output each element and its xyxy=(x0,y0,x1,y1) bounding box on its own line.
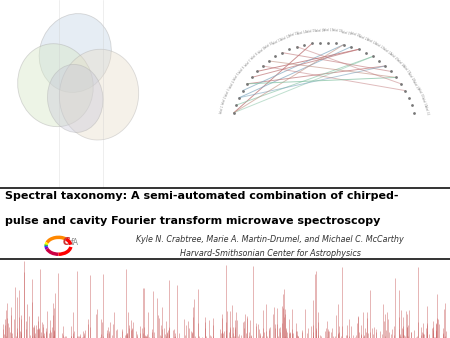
Text: label 4: label 4 xyxy=(229,80,236,89)
Text: label 28: label 28 xyxy=(406,72,416,82)
Text: label 3: label 3 xyxy=(225,88,232,97)
Text: fA: fA xyxy=(71,238,79,247)
Point xyxy=(376,58,383,64)
Text: label 24: label 24 xyxy=(381,46,392,56)
Text: label 15: label 15 xyxy=(306,28,316,34)
Text: label 22: label 22 xyxy=(366,38,377,46)
Point xyxy=(405,95,412,100)
Point xyxy=(369,54,376,59)
Text: label 5: label 5 xyxy=(233,72,241,81)
Point xyxy=(230,110,238,116)
Point xyxy=(340,42,347,47)
Point xyxy=(362,50,369,55)
Text: Kyle N. Crabtree, Marie A. Martin-Drumel, and Michael C. McCarthy: Kyle N. Crabtree, Marie A. Martin-Drumel… xyxy=(136,235,404,244)
Point xyxy=(243,81,251,87)
Text: label 18: label 18 xyxy=(332,28,342,34)
Point xyxy=(393,75,400,80)
Text: label 19: label 19 xyxy=(341,30,351,36)
Text: label 9: label 9 xyxy=(257,47,266,55)
Text: label 32: label 32 xyxy=(423,104,429,115)
Ellipse shape xyxy=(18,44,93,127)
Text: label 11: label 11 xyxy=(271,38,282,46)
Text: label 6: label 6 xyxy=(238,65,247,74)
Text: Spectral taxonomy: A semi-automated combination of chirped-: Spectral taxonomy: A semi-automated comb… xyxy=(5,191,399,201)
Text: label 7: label 7 xyxy=(244,58,252,67)
Point xyxy=(347,44,355,49)
Point xyxy=(272,54,279,59)
Point xyxy=(279,50,286,55)
Point xyxy=(408,102,415,108)
Point xyxy=(233,102,240,108)
Ellipse shape xyxy=(47,65,103,132)
Text: pulse and cavity Fourier transform microwave spectroscopy: pulse and cavity Fourier transform micro… xyxy=(5,216,381,226)
Point xyxy=(410,110,418,116)
Point xyxy=(332,41,339,46)
Point xyxy=(401,88,409,93)
Text: label 16: label 16 xyxy=(315,28,324,32)
Text: label 1: label 1 xyxy=(219,105,225,114)
Point xyxy=(309,41,316,46)
Text: label 2: label 2 xyxy=(221,96,228,105)
Text: label 25: label 25 xyxy=(388,52,399,62)
Text: label 13: label 13 xyxy=(288,31,299,38)
Text: label 26: label 26 xyxy=(395,58,405,68)
Text: Harvard-Smithsonian Center for Astrophysics: Harvard-Smithsonian Center for Astrophys… xyxy=(180,249,360,258)
Text: label 14: label 14 xyxy=(297,30,307,36)
Point xyxy=(239,88,247,93)
Point xyxy=(397,81,405,87)
Text: label 12: label 12 xyxy=(279,34,290,42)
Point xyxy=(265,58,272,64)
Text: label 10: label 10 xyxy=(264,42,274,50)
Text: label 23: label 23 xyxy=(374,42,384,50)
Text: label 30: label 30 xyxy=(416,87,424,98)
Text: label 29: label 29 xyxy=(412,79,420,90)
Point xyxy=(355,47,362,52)
Text: label 21: label 21 xyxy=(358,34,369,42)
Ellipse shape xyxy=(59,49,139,140)
Text: label 31: label 31 xyxy=(419,96,427,106)
Point xyxy=(301,42,308,47)
Text: label 27: label 27 xyxy=(401,65,410,75)
Point xyxy=(259,63,266,69)
Point xyxy=(248,75,255,80)
Text: C: C xyxy=(63,237,70,247)
Point xyxy=(293,44,301,49)
Point xyxy=(236,95,243,100)
Point xyxy=(286,47,293,52)
Point xyxy=(253,69,261,74)
Ellipse shape xyxy=(39,14,111,92)
Point xyxy=(382,63,389,69)
Point xyxy=(324,40,332,45)
Text: label 20: label 20 xyxy=(349,31,360,38)
Text: label 17: label 17 xyxy=(323,28,333,32)
Text: label 8: label 8 xyxy=(250,52,259,61)
Point xyxy=(387,69,395,74)
Point xyxy=(316,40,324,45)
